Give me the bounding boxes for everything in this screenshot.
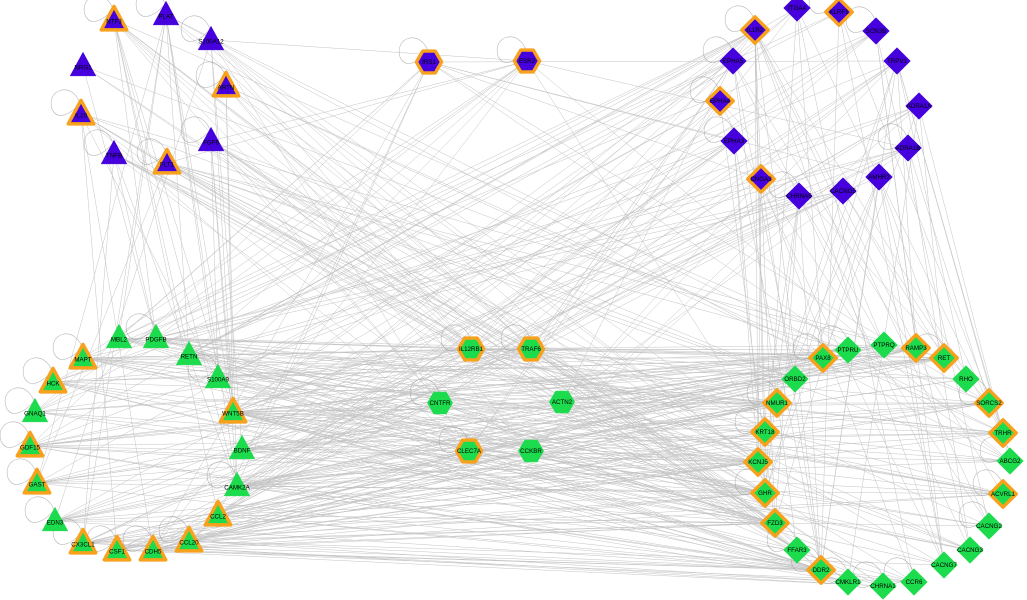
svg-text:NRG1: NRG1 — [74, 64, 92, 71]
svg-text:S100A12: S100A12 — [198, 38, 224, 45]
svg-text:CLEC7A: CLEC7A — [457, 448, 482, 455]
svg-text:FGF6: FGF6 — [203, 139, 219, 146]
svg-text:TNFB: TNFB — [106, 152, 122, 159]
svg-text:CACNG2: CACNG2 — [976, 523, 1002, 530]
svg-text:ACVRL1: ACVRL1 — [991, 491, 1016, 498]
svg-text:SORCS2: SORCS2 — [976, 400, 1002, 407]
svg-text:ARTN: ARTN — [218, 84, 235, 91]
svg-text:ACTN2: ACTN2 — [552, 399, 573, 406]
svg-text:DDR2: DDR2 — [813, 567, 830, 574]
svg-text:RET: RET — [938, 355, 951, 362]
svg-text:PLAT: PLAT — [158, 13, 173, 20]
svg-text:RHO: RHO — [959, 376, 973, 383]
svg-text:CX3CL1: CX3CL1 — [71, 541, 95, 548]
svg-text:GDF15: GDF15 — [20, 444, 41, 451]
svg-text:PDGFB: PDGFB — [145, 336, 166, 343]
svg-text:CCR6: CCR6 — [906, 579, 923, 586]
svg-text:KCNJ5: KCNJ5 — [748, 459, 768, 466]
svg-text:CHRNA1: CHRNA1 — [870, 583, 896, 590]
svg-text:S100A9: S100A9 — [207, 376, 230, 383]
svg-text:PAX8: PAX8 — [815, 355, 831, 362]
svg-text:MBL2: MBL2 — [111, 336, 128, 343]
svg-text:EPHA5: EPHA5 — [723, 58, 744, 65]
svg-text:PTPRQ: PTPRQ — [873, 342, 895, 349]
svg-text:IL20: IL20 — [75, 112, 88, 119]
svg-text:RETN: RETN — [181, 353, 198, 360]
svg-text:EPHA3: EPHA3 — [724, 138, 745, 145]
svg-text:CHRNA5: CHRNA5 — [786, 193, 812, 200]
svg-text:EDN3: EDN3 — [47, 519, 64, 526]
svg-text:CNGA3: CNGA3 — [750, 176, 772, 183]
svg-text:WNT5B: WNT5B — [222, 410, 244, 417]
svg-text:ADRA1A: ADRA1A — [907, 103, 933, 110]
svg-text:FFAR3: FFAR3 — [787, 547, 807, 554]
svg-text:CMKLR1: CMKLR1 — [835, 579, 861, 586]
svg-text:PTPRU: PTPRU — [838, 347, 859, 354]
svg-text:AMHR2: AMHR2 — [868, 174, 890, 181]
svg-text:CCL20: CCL20 — [179, 539, 199, 546]
svg-text:CCKBR: CCKBR — [520, 448, 542, 455]
svg-text:CDH5: CDH5 — [145, 548, 162, 555]
svg-text:TRHR: TRHR — [994, 430, 1012, 437]
svg-text:ESR2: ESR2 — [519, 58, 536, 65]
svg-text:BDNF: BDNF — [234, 447, 251, 454]
svg-text:NMUR1: NMUR1 — [766, 400, 789, 407]
svg-text:SCN3B: SCN3B — [866, 28, 887, 35]
svg-text:FZD3: FZD3 — [767, 520, 783, 527]
svg-text:HCK: HCK — [46, 380, 60, 387]
svg-text:TRPV1: TRPV1 — [887, 58, 908, 65]
svg-text:NTF3: NTF3 — [106, 18, 122, 25]
svg-text:CNTFR: CNTFR — [430, 400, 451, 407]
svg-text:IL12RB1: IL12RB1 — [459, 346, 484, 353]
svg-text:TRAF6: TRAF6 — [521, 346, 541, 353]
svg-text:KRT18: KRT18 — [755, 429, 775, 436]
svg-text:FLT1: FLT1 — [160, 161, 175, 168]
svg-text:MAPT: MAPT — [74, 356, 91, 363]
svg-text:GAST: GAST — [29, 481, 46, 488]
svg-text:ABCG2: ABCG2 — [1000, 458, 1022, 465]
svg-text:ADRA1B: ADRA1B — [896, 145, 921, 152]
svg-text:CCL2: CCL2 — [210, 513, 226, 520]
svg-text:CACNG7: CACNG7 — [931, 562, 957, 569]
svg-text:IL1R2: IL1R2 — [747, 27, 764, 34]
svg-text:ITGA4: ITGA4 — [788, 5, 806, 12]
svg-text:ORBD2: ORBD2 — [784, 376, 806, 383]
svg-text:KLRF1: KLRF1 — [829, 9, 849, 16]
svg-text:CAMK2A: CAMK2A — [224, 484, 250, 491]
svg-text:CACNG5: CACNG5 — [830, 188, 856, 195]
svg-text:CACNG3: CACNG3 — [957, 547, 983, 554]
svg-text:EPHA4: EPHA4 — [710, 98, 731, 105]
svg-text:CSF1: CSF1 — [109, 548, 125, 555]
svg-text:GNAQ1: GNAQ1 — [24, 410, 46, 417]
svg-text:IRS1: IRS1 — [422, 59, 436, 66]
svg-text:RAMP3: RAMP3 — [905, 345, 927, 352]
svg-text:GHR: GHR — [758, 490, 772, 497]
